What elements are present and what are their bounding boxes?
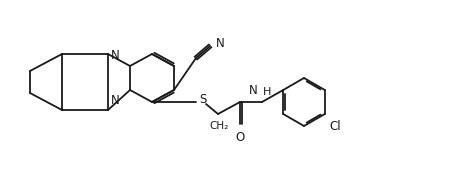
Text: O: O [235, 131, 245, 144]
Text: Cl: Cl [330, 120, 342, 133]
Text: N: N [249, 84, 258, 97]
Text: N: N [111, 94, 120, 107]
Text: S: S [199, 93, 207, 106]
Text: N: N [216, 37, 225, 51]
Text: N: N [111, 49, 120, 62]
Text: CH₂: CH₂ [209, 121, 229, 131]
Text: H: H [263, 87, 271, 97]
